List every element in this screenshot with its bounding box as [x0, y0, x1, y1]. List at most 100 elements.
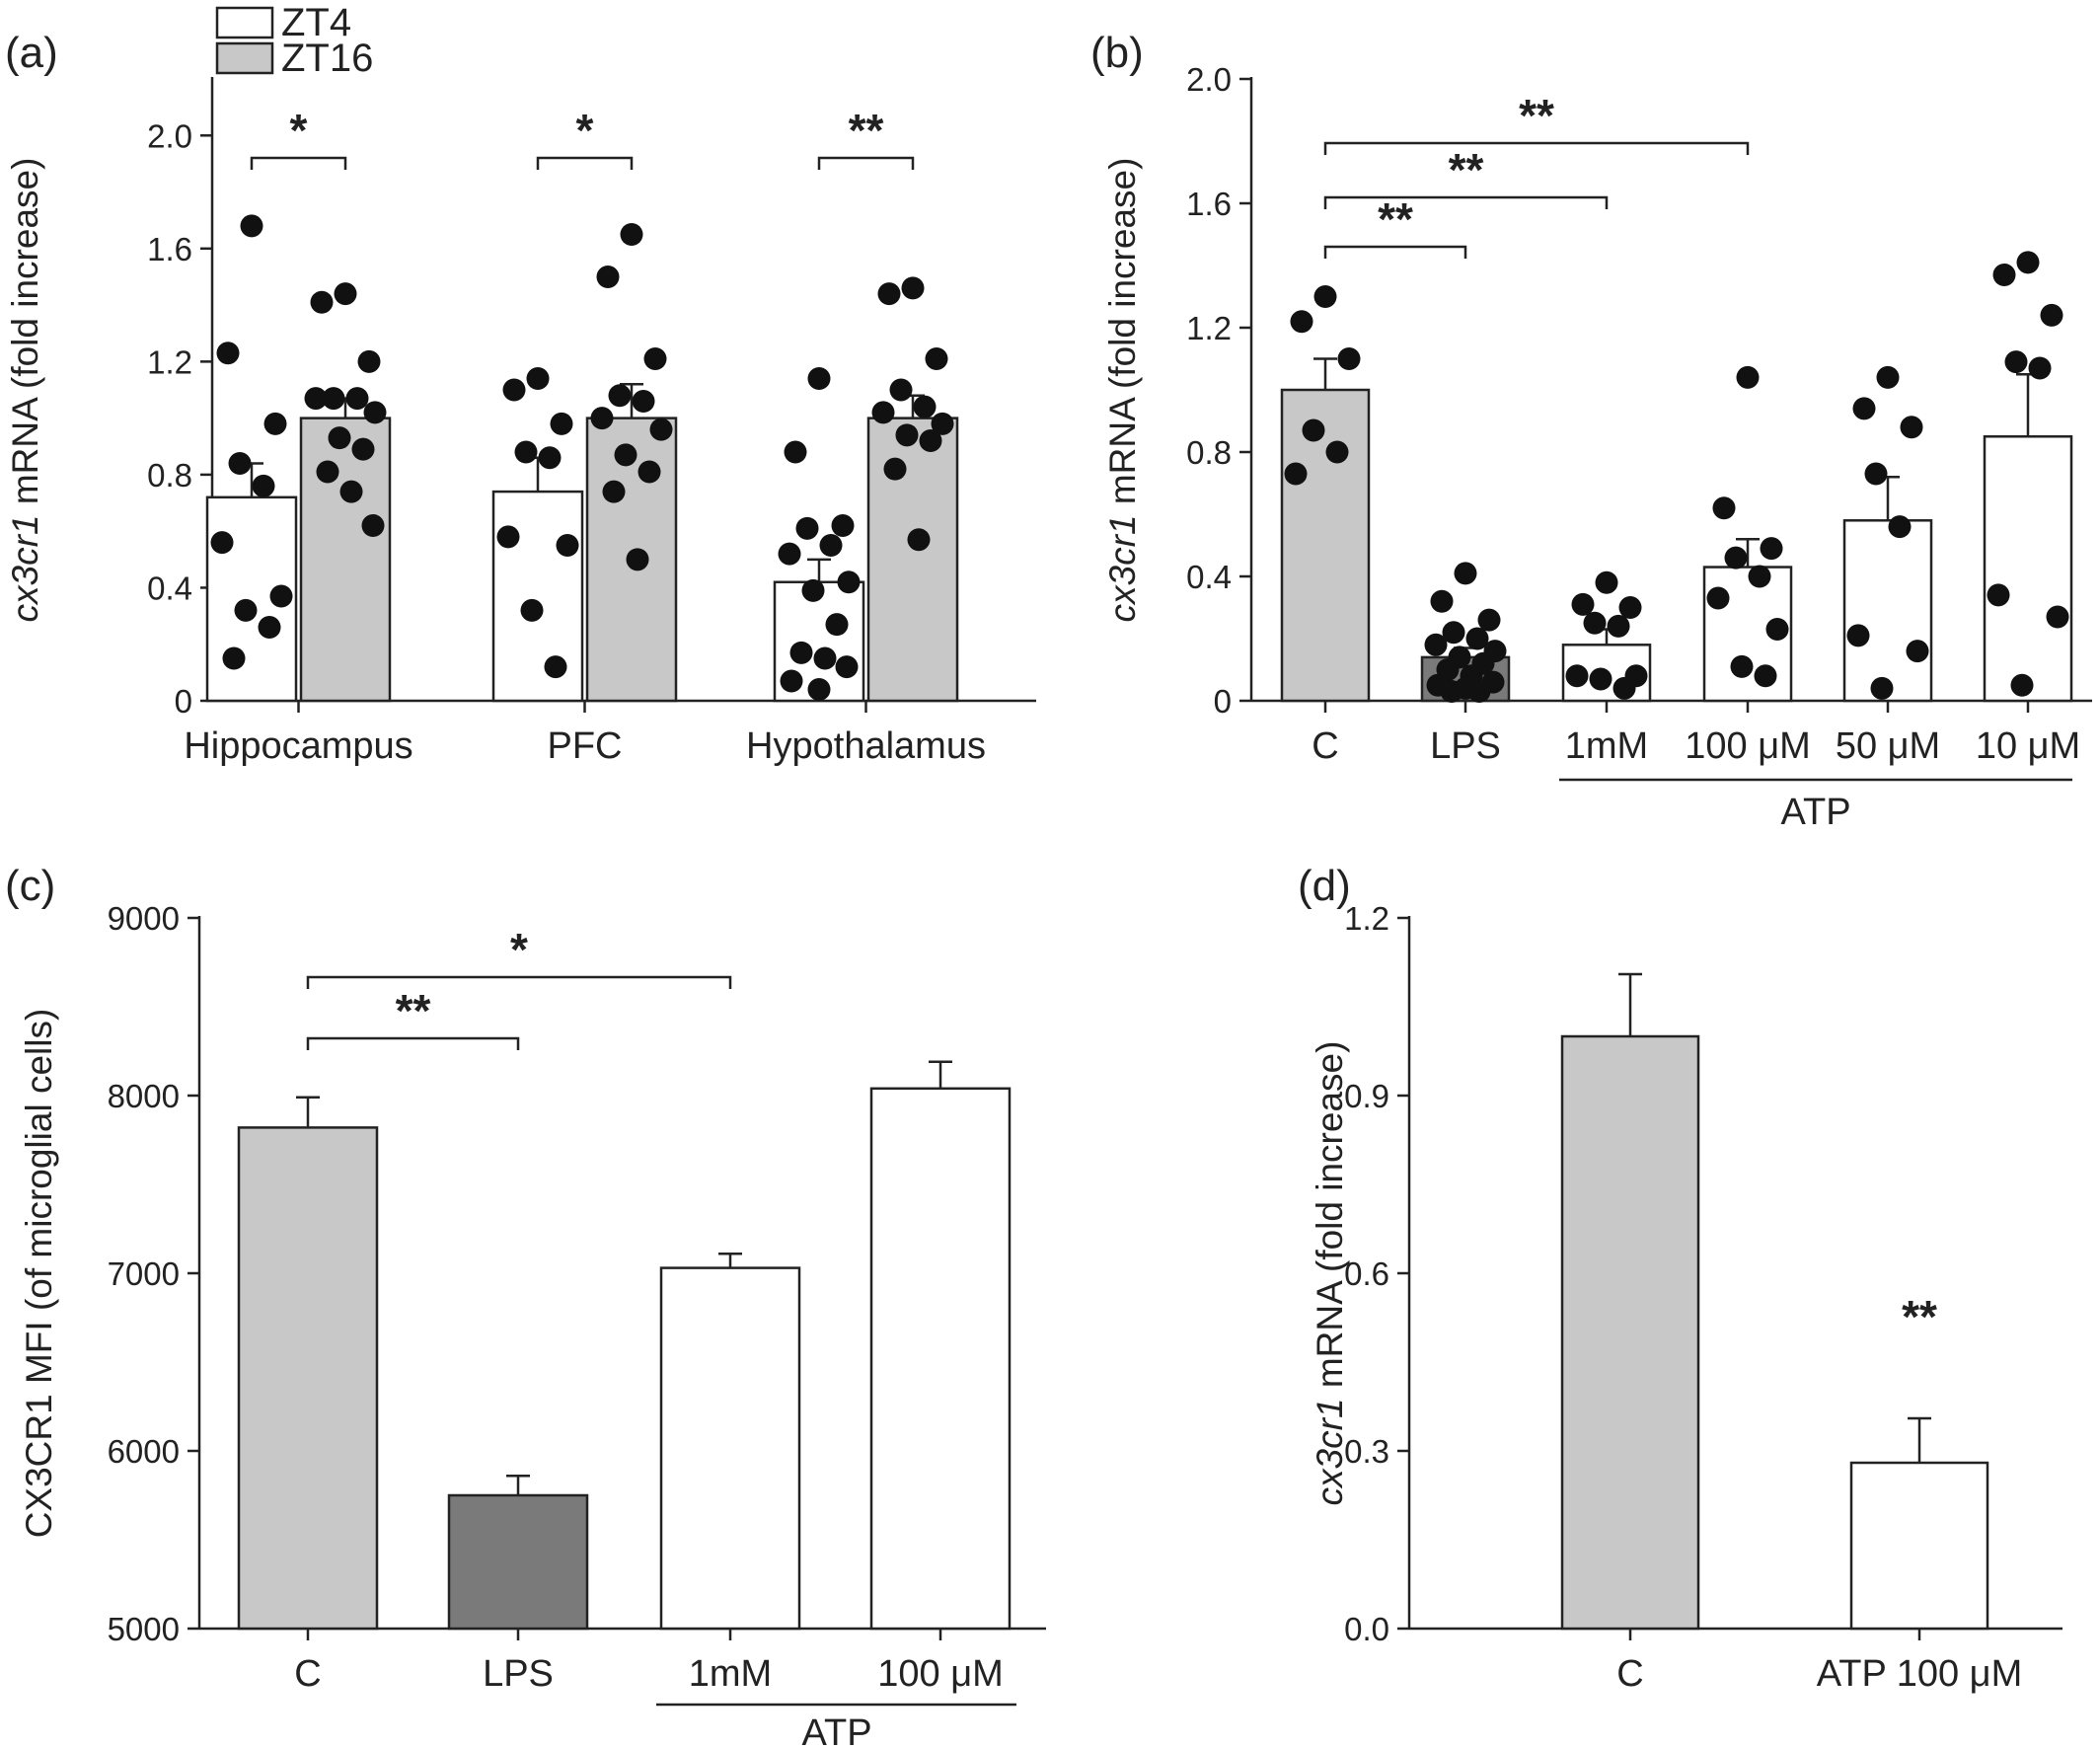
data-point	[1712, 496, 1736, 520]
panel-d: (d) 0.0 0.3 0.6 0.9 1.2 cx3cr1 mRNA (fold incr…	[1298, 862, 2062, 1695]
data-point	[1589, 667, 1612, 691]
data-point	[913, 395, 937, 418]
legend-swatch	[215, 41, 274, 75]
data-point	[632, 389, 655, 413]
data-point	[1325, 440, 1349, 464]
panel-a: (a) 0 0.4 0.8 1.2 1.6 2.0 cx3cr1 mRNA (fold inc…	[5, 1, 1036, 767]
data-point	[502, 378, 526, 402]
significance-label: **	[1449, 144, 1484, 195]
y-tick-label: 0	[175, 683, 192, 720]
y-axis-title-gene: cx3cr1	[5, 514, 45, 622]
y-axis-title: cx3cr1 mRNA (fold increase)	[5, 158, 45, 623]
significance-label: **	[1519, 90, 1554, 141]
legend-label: ZT4	[281, 1, 351, 44]
significance-label: *	[510, 924, 528, 975]
panel-label: (a)	[5, 29, 58, 77]
data-point	[1748, 565, 1771, 588]
data-point	[871, 401, 895, 424]
data-point	[837, 570, 861, 594]
y-tick-label: 1.2	[1344, 900, 1389, 937]
data-point	[258, 616, 281, 640]
y-tick-label: 9000	[108, 900, 180, 937]
data-point	[228, 451, 252, 475]
data-point	[1852, 397, 1876, 420]
x-category-label: Hypothalamus	[746, 725, 986, 767]
group-label: ATP	[1780, 792, 1850, 833]
data-point	[638, 460, 661, 484]
x-category-label: 10 μM	[1976, 725, 2080, 767]
significance-bracket	[817, 156, 915, 170]
data-point	[1477, 608, 1501, 632]
data-point	[1730, 654, 1754, 678]
panel-label: (d)	[1298, 862, 1351, 910]
data-point	[813, 646, 837, 670]
x-category-label: PFC	[548, 725, 623, 767]
data-point	[269, 584, 293, 608]
data-point	[877, 282, 901, 306]
y-axis-title-rest: mRNA (fold increase)	[1310, 1041, 1350, 1399]
data-point	[2046, 605, 2069, 629]
x-category-label: 100 μM	[1685, 725, 1811, 767]
y-tick-label: 8000	[108, 1078, 180, 1114]
data-point	[2040, 303, 2063, 327]
data-point	[901, 276, 925, 300]
data-point	[216, 342, 240, 365]
data-point	[1906, 640, 1929, 663]
data-point	[831, 513, 855, 537]
y-axis-title: cx3cr1 mRNA (fold increase)	[1310, 1041, 1350, 1506]
y-axis-title-gene: cx3cr1	[1310, 1398, 1350, 1505]
data-point	[252, 474, 275, 497]
data-point	[1565, 664, 1589, 688]
data-point	[789, 641, 813, 664]
y-tick-label: 0.3	[1344, 1433, 1389, 1470]
data-point	[496, 525, 520, 549]
data-point	[1736, 365, 1760, 389]
data-point	[263, 412, 287, 435]
y-tick-label: 0.0	[1344, 1611, 1389, 1647]
data-point	[1888, 515, 1912, 539]
bar	[299, 417, 392, 703]
x-category-label: LPS	[1430, 725, 1501, 767]
data-point	[1284, 462, 1308, 486]
y-tick-label: 0.4	[1186, 559, 1232, 595]
bar	[447, 1493, 589, 1631]
significance-bracket	[1323, 245, 1467, 259]
y-tick-label: 1.2	[147, 343, 192, 380]
data-point	[1302, 418, 1325, 442]
significance-bracket	[1323, 195, 1609, 209]
data-point	[222, 646, 246, 670]
bar	[585, 417, 678, 703]
data-point	[1430, 589, 1454, 613]
significance-label: **	[396, 985, 431, 1036]
data-point	[334, 282, 357, 306]
significance-bracket	[306, 975, 732, 989]
significance-label: **	[849, 105, 884, 156]
x-category-label: C	[1312, 725, 1338, 767]
data-point	[1870, 676, 1894, 700]
data-point	[1571, 592, 1595, 616]
data-point	[2010, 673, 2034, 697]
data-point	[643, 347, 667, 370]
data-point	[351, 437, 375, 461]
significance-bracket	[250, 156, 347, 170]
data-point	[778, 542, 801, 566]
data-point	[889, 378, 913, 402]
significance-bracket	[536, 156, 634, 170]
data-point	[2004, 350, 2028, 374]
panel-label: (b)	[1090, 29, 1144, 77]
legend-label: ZT16	[281, 37, 373, 80]
y-axis-title-rest: mRNA (fold increase)	[5, 158, 45, 515]
data-point	[1987, 583, 2010, 607]
data-point	[919, 429, 942, 453]
y-tick-label: 0.8	[1186, 434, 1232, 471]
data-point	[544, 655, 567, 679]
data-point	[925, 347, 948, 370]
y-axis-title-rest: mRNA (fold increase)	[1102, 158, 1143, 515]
data-point	[361, 513, 385, 537]
y-tick-label: 0.6	[1344, 1255, 1389, 1292]
data-point	[1583, 611, 1607, 635]
x-category-label: 50 μM	[1836, 725, 1940, 767]
x-category-label: 1mM	[689, 1653, 772, 1695]
y-axis-title: CX3CR1 MFI (of microglial cells)	[19, 1009, 59, 1539]
